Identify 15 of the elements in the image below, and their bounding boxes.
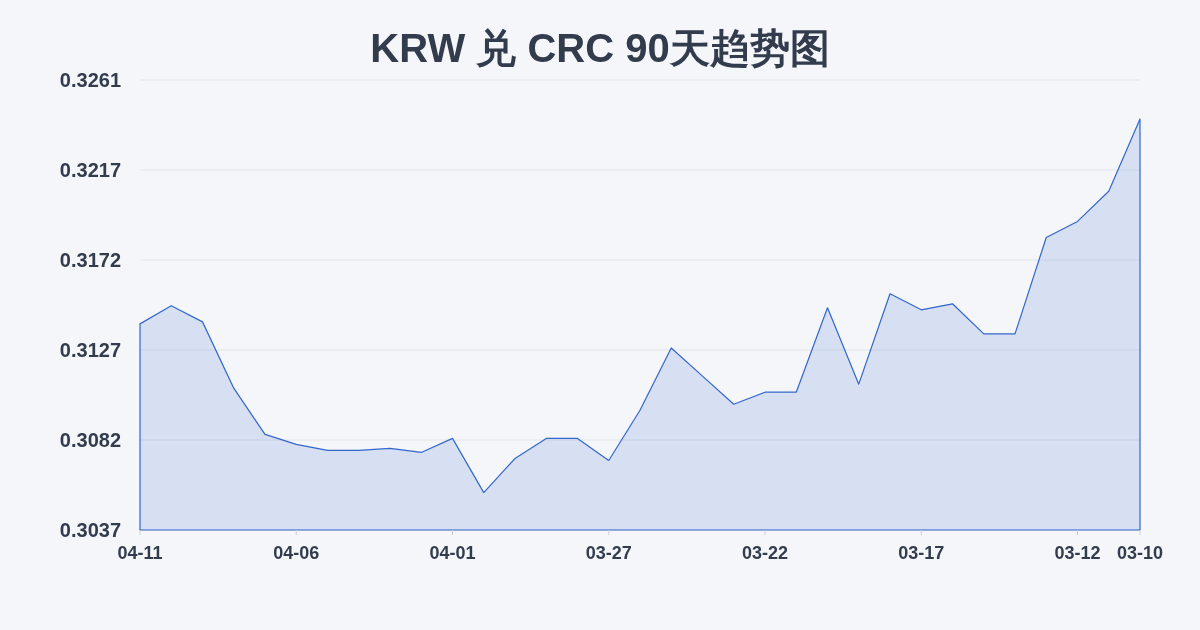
x-tick-label: 04-01 xyxy=(429,543,476,563)
y-tick-label: 0.3172 xyxy=(59,249,121,271)
x-tick-label: 03-17 xyxy=(898,543,945,563)
y-tick-label: 0.3082 xyxy=(59,429,121,451)
x-tick-label: 03-12 xyxy=(1054,543,1101,563)
x-tick-label: 03-10 xyxy=(1116,543,1164,563)
y-tick-label: 0.3217 xyxy=(59,159,121,181)
y-tick-label: 0.3127 xyxy=(59,339,121,361)
y-tick-label: 0.3261 xyxy=(59,69,121,91)
chart-title: KRW 兑 CRC 90天趋势图 xyxy=(370,26,830,70)
x-tick-label: 04-06 xyxy=(273,543,320,563)
x-tick-label: 04-11 xyxy=(117,543,163,563)
y-tick-label: 0.3037 xyxy=(59,519,121,541)
x-tick-label: 03-27 xyxy=(585,543,632,563)
x-tick-label: 03-22 xyxy=(741,543,789,563)
